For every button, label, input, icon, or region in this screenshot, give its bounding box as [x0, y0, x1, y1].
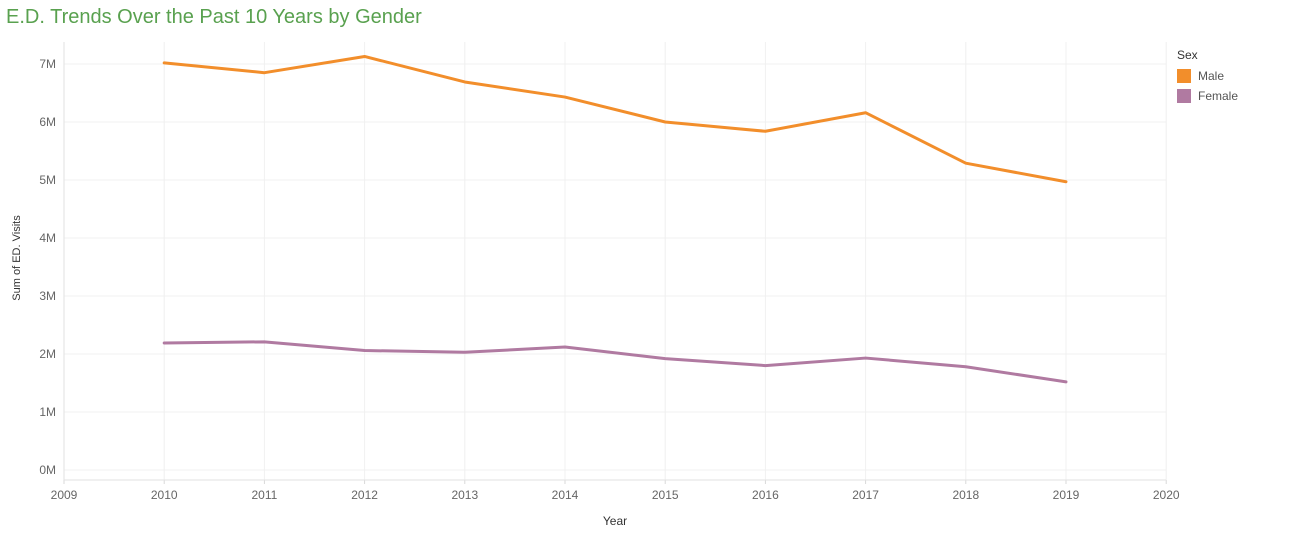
- x-axis-label: Year: [603, 514, 627, 528]
- x-tick-label: 2018: [952, 488, 979, 502]
- gridlines: [63, 42, 1167, 480]
- legend-label: Female: [1198, 89, 1239, 103]
- y-tick-label: 6M: [39, 115, 56, 129]
- y-tick-label: 7M: [39, 57, 56, 71]
- y-tick-label: 0M: [39, 463, 56, 477]
- y-tick-label: 3M: [39, 289, 56, 303]
- x-tick-label: 2010: [151, 488, 178, 502]
- x-tick-label: 2017: [852, 488, 879, 502]
- legend-swatch: [1177, 69, 1191, 83]
- series-line-female: [162, 340, 1068, 384]
- x-tick-label: 2016: [752, 488, 779, 502]
- y-axis-label: Sum of ED. Visits: [11, 215, 23, 301]
- x-tick-label: 2013: [451, 488, 478, 502]
- y-tick-label: 4M: [39, 231, 56, 245]
- x-tick-label: 2020: [1153, 488, 1180, 502]
- legend-swatch: [1177, 89, 1191, 103]
- x-tick-label: 2012: [351, 488, 378, 502]
- x-tick-label: 2015: [652, 488, 679, 502]
- x-tick-label: 2014: [552, 488, 579, 502]
- x-tick-label: 2011: [251, 488, 277, 502]
- y-tick-label: 1M: [39, 405, 56, 419]
- legend: Sex Male Female: [1177, 48, 1238, 106]
- legend-label: Male: [1198, 69, 1225, 83]
- series-lines: [162, 54, 1068, 384]
- legend-item-male[interactable]: Male: [1177, 66, 1238, 86]
- chart-title: E.D. Trends Over the Past 10 Years by Ge…: [6, 6, 422, 28]
- x-tick-label: 2009: [51, 488, 78, 502]
- y-tick-label: 5M: [39, 173, 56, 187]
- legend-items: Male Female: [1177, 66, 1238, 106]
- legend-title: Sex: [1177, 48, 1198, 62]
- axes: 2009 2010 2011 2012 2013 2014 2015 2016 2017 2018…: [39, 42, 1180, 502]
- x-tick-label: 2019: [1053, 488, 1080, 502]
- legend-item-female[interactable]: Female: [1177, 86, 1238, 106]
- y-tick-label: 2M: [39, 347, 56, 361]
- series-line-male: [162, 54, 1068, 184]
